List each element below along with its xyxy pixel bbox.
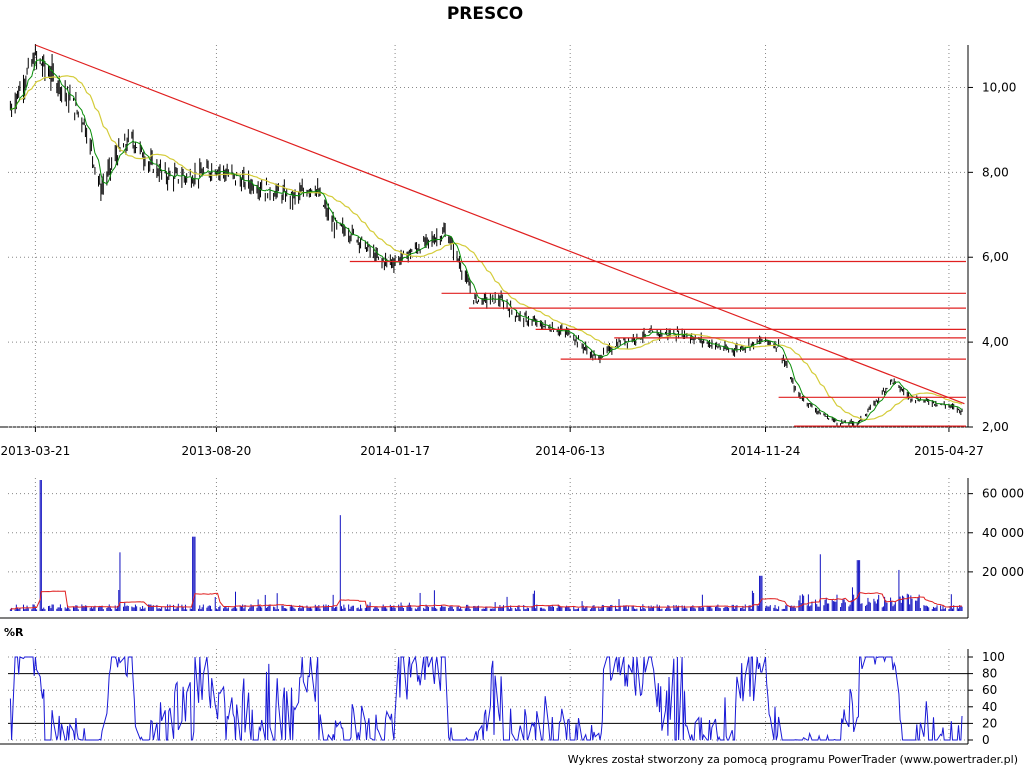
x-tick-label: 2014-01-17: [360, 444, 430, 458]
y-tick-label: 100: [982, 650, 1005, 664]
x-tick-label: 2014-06-13: [535, 444, 605, 458]
williams-r-label: %R: [4, 626, 24, 639]
y-tick-label: 20: [982, 716, 997, 730]
moving-average-fast: [10, 59, 963, 424]
y-tick-label: 20 000: [982, 565, 1024, 579]
y-tick-label: 40 000: [982, 526, 1024, 540]
y-tick-label: 8,00: [982, 165, 1009, 179]
x-tick-label: 2015-04-27: [914, 444, 984, 458]
moving-average-slow: [10, 75, 963, 421]
y-tick-label: 60 000: [982, 487, 1024, 501]
x-tick-label: 2014-11-24: [731, 444, 801, 458]
williams-r-line: [9, 655, 963, 742]
y-tick-label: 60: [982, 683, 997, 697]
y-tick-label: 0: [982, 733, 990, 747]
chart-title: PRESCO: [447, 4, 523, 24]
y-tick-label: 10,00: [982, 80, 1016, 94]
y-tick-label: 6,00: [982, 250, 1009, 264]
footer-credit: Wykres został stworzony za pomocą progra…: [568, 753, 1018, 766]
trendline: [35, 44, 965, 405]
x-tick-label: 2013-08-20: [182, 444, 252, 458]
y-tick-label: 40: [982, 700, 997, 714]
volume-average-line: [10, 590, 962, 610]
y-tick-label: 2,00: [982, 420, 1009, 434]
y-tick-label: 80: [982, 667, 997, 681]
x-tick-label: 2013-03-21: [1, 444, 71, 458]
y-tick-label: 4,00: [982, 335, 1009, 349]
